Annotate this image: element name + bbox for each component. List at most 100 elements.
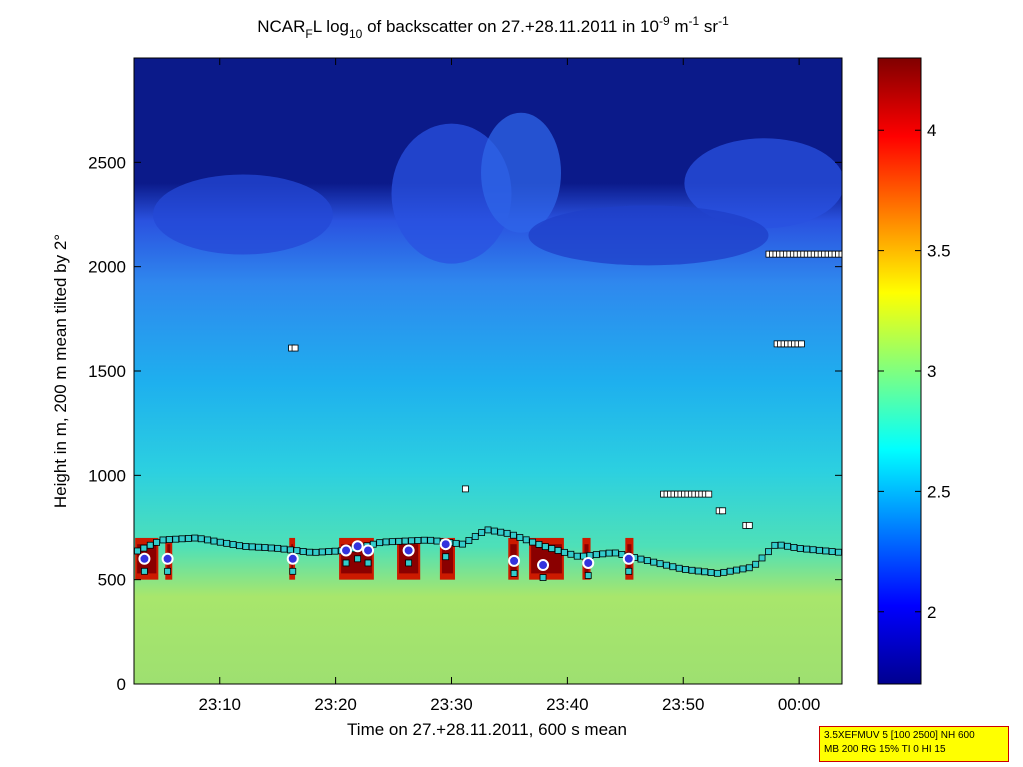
cloud-base-marker [364,559,372,567]
bl-top-marker [178,535,186,543]
bl-top-marker [599,550,607,558]
cloud-base-point [161,552,174,565]
title-part: NCAR [257,17,305,36]
bl-top-marker [293,547,301,555]
bl-top-marker [395,537,403,545]
bl-top-marker [146,541,154,549]
colorbar-tick-label: 2.5 [927,482,951,501]
cloud-base-point [286,552,299,565]
cloud-blob [391,123,512,264]
bl-top-marker [573,552,581,560]
bl-top-marker [529,538,537,546]
cloud-structures [152,112,842,266]
colorbar [877,57,922,685]
cloud-base-marker [342,559,350,567]
title-part: L log [313,17,349,36]
x-axis: 23:10 23:20 23:30 23:40 23:50 00:00 [198,58,820,714]
bl-top-marker [312,548,320,556]
cloud-base-point [537,559,550,572]
bl-top-marker [306,548,313,556]
bl-top-marker [688,566,696,574]
bl-top-marker [452,539,460,547]
cloud-base-marker [164,567,172,575]
bl-top-marker [720,568,728,576]
bl-top-marker [503,529,511,537]
bl-top-marker [484,526,492,534]
title-part: -1 [689,14,700,28]
colorbar-tick-label: 3 [927,362,936,381]
cloud-base-point [362,544,375,557]
bl-top-marker [510,531,517,539]
elevated-layer-marker [291,344,299,352]
cloud-base-point [508,554,521,567]
elevated-layer-marker [719,507,727,515]
bl-top-marker [643,557,651,565]
bl-top-marker [465,537,473,544]
bl-top-marker [299,548,307,555]
cloud-base-marker [141,567,148,575]
bl-top-marker [204,536,211,544]
bl-top-marker [140,544,148,552]
bl-top-marker [427,536,435,544]
bl-top-marker [197,535,205,543]
bl-top-marker [656,560,664,568]
plot-area [134,58,842,684]
bl-top-marker [287,546,294,554]
colorbar-tick-label: 4 [927,121,936,140]
bl-top-marker [408,537,415,545]
bl-top-marker [758,554,766,562]
bl-top-marker [420,536,428,544]
title-part: -9 [659,14,670,28]
cloud-base-marker [625,567,633,575]
bl-top-marker [389,538,396,546]
x-tick-label: 23:30 [430,695,473,714]
bl-top-marker [784,542,791,550]
y-axis: 0 500 1000 1500 2000 2500 [88,153,842,694]
bl-top-marker [816,546,823,554]
x-tick-label: 23:40 [546,695,589,714]
x-tick-label: 23:20 [314,695,357,714]
bl-top-marker [185,535,192,542]
y-tick-label: 2000 [88,258,126,277]
bl-top-marker [701,568,709,576]
bl-top-marker [650,558,658,566]
title-part: F [305,27,312,41]
bl-top-marker [796,545,804,552]
colorbar-ticks: 2 2.5 3 3.5 4 [878,121,951,622]
bl-top-marker [331,547,339,555]
cloud-base-point [402,544,415,557]
y-tick-label: 500 [98,571,126,590]
elevated-layer-marker [798,340,805,348]
bl-top-marker [216,538,224,546]
bl-top-marker [707,569,715,576]
bl-top-marker [153,538,160,546]
bl-top-marker [828,548,836,555]
bl-top-marker [267,544,275,552]
elevated-layer-marker [462,485,469,493]
bl-top-marker [414,537,422,544]
bl-top-marker [516,534,524,541]
cloud-base-marker [539,574,547,581]
y-axis-label: Height in m, 200 m mean tilted by 2° [51,234,70,508]
bl-top-marker [497,528,505,536]
bl-top-marker [325,548,333,555]
elevated-layer-marker [745,522,753,529]
cloud-base-marker [510,570,518,577]
bl-top-marker [777,541,785,549]
bl-top-marker [318,548,326,556]
bl-top-marker [541,543,549,551]
chart-title: NCARFL log10 of backscatter on 27.+28.11… [257,14,729,41]
y-tick-label: 2500 [88,153,126,172]
title-part: of backscatter on 27.+28.11.2011 in 10 [362,17,659,36]
bl-top-marker [835,548,842,556]
title-part: 10 [349,27,363,41]
info-box: 3.5XEFMUV 5 [100 2500] NH 600 MB 200 RG … [819,726,1009,762]
bl-top-marker [274,544,282,552]
bl-top-marker [261,544,269,552]
x-tick-label: 00:00 [778,695,821,714]
bl-top-marker [172,535,180,543]
bl-top-marker [134,547,141,555]
cloud-blob [152,174,333,255]
info-line-1: 3.5XEFMUV 5 [100 2500] NH 600 [824,730,975,741]
bl-top-marker [280,545,288,553]
